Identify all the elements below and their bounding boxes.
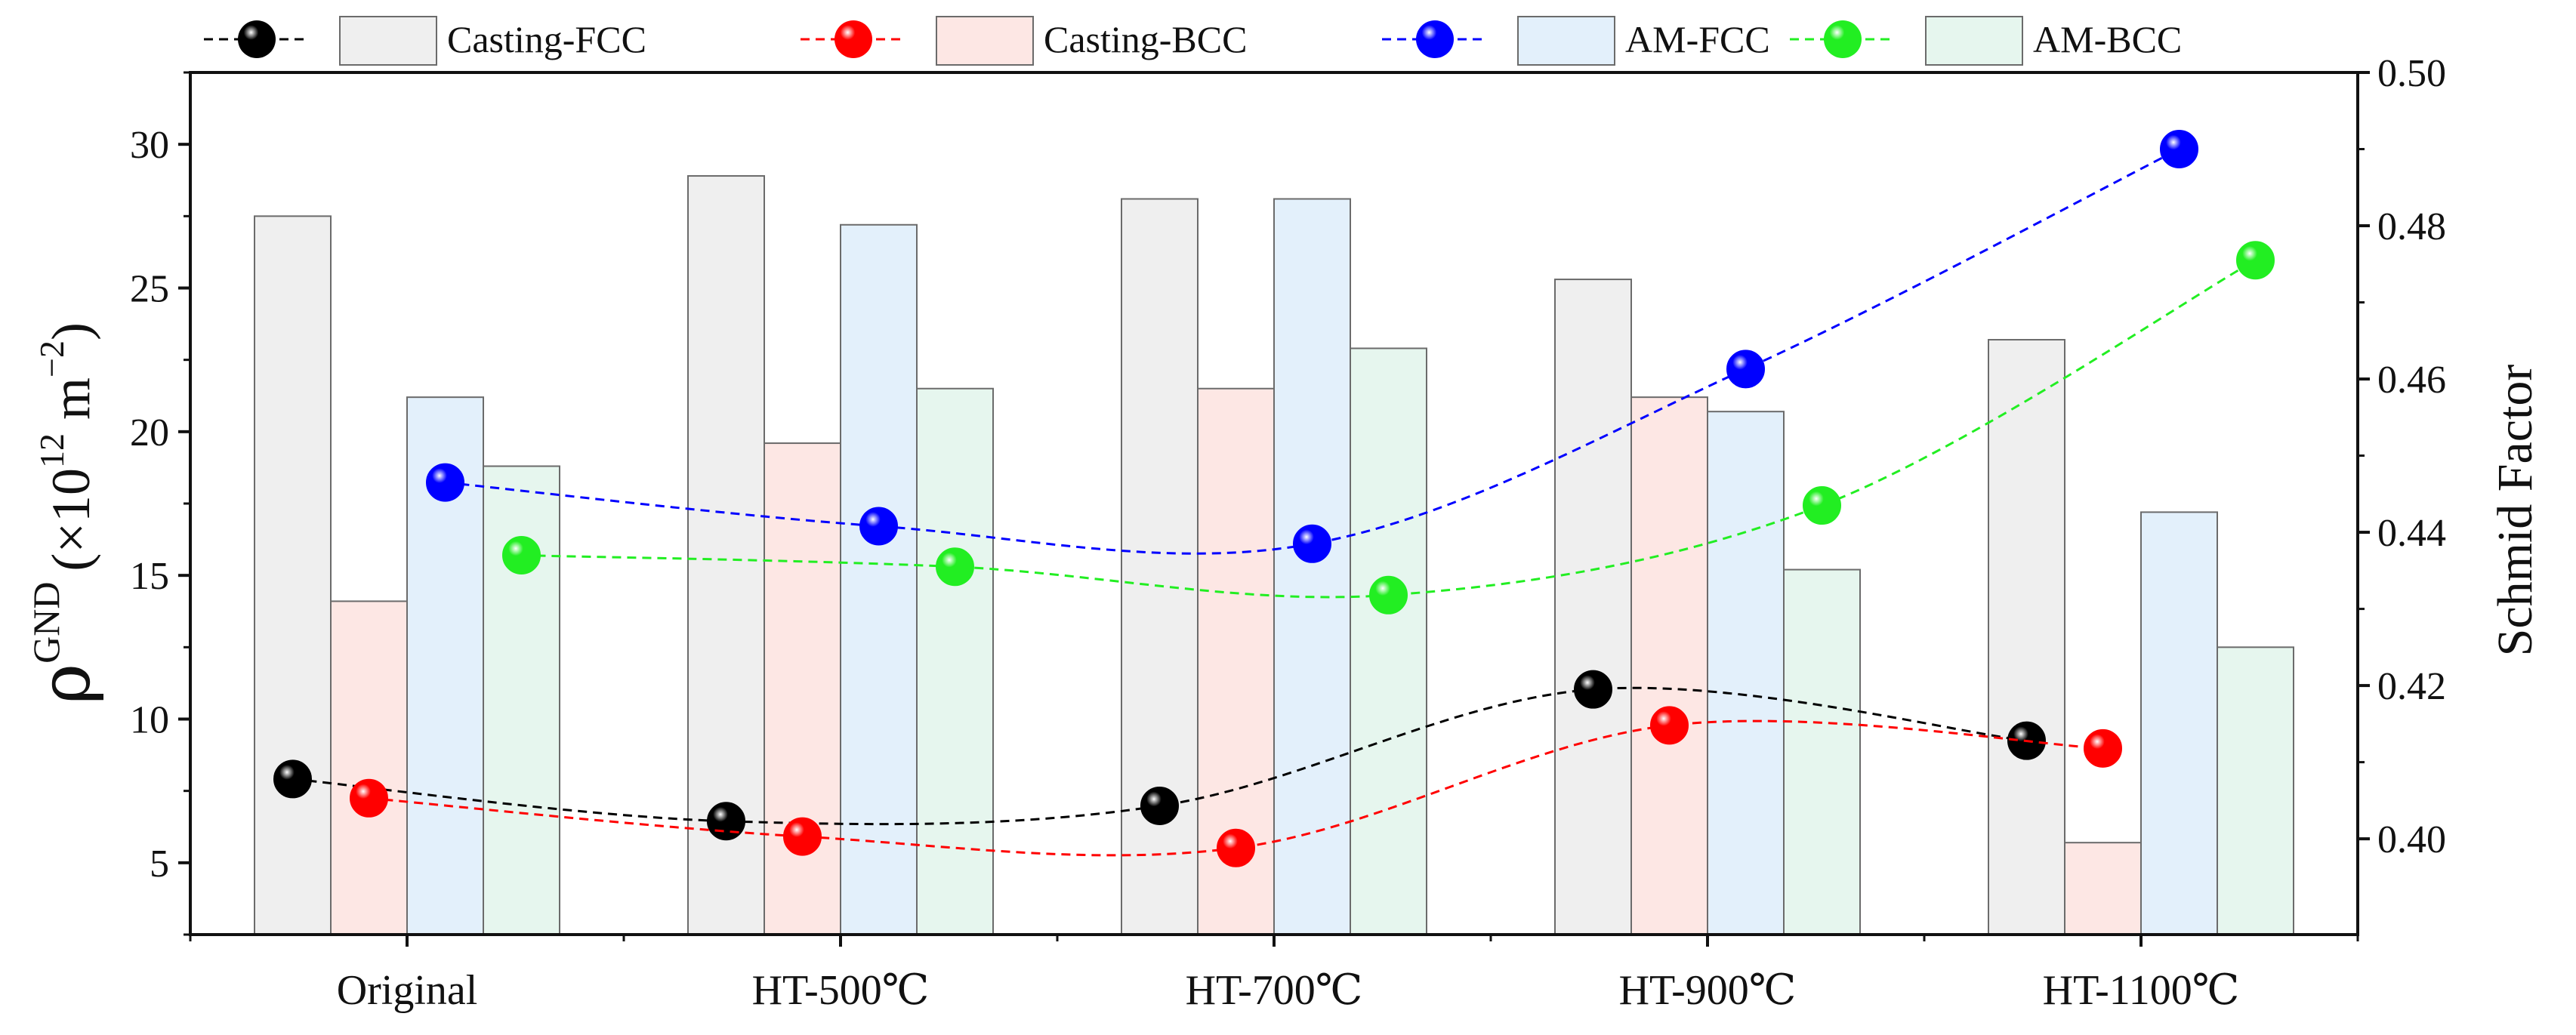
bar-am-bcc-4 [2217,646,2294,935]
bar-am-fcc-2 [1273,198,1351,935]
point-am-fcc-0 [426,463,464,502]
legend-marker [835,20,872,58]
y-axis-title-unit-m: m [41,377,101,433]
y-axis-title-superscript: GND [25,582,67,664]
point-casting-bcc-1 [783,817,822,856]
legend-marker [1416,20,1454,58]
bar-casting-bcc-1 [764,442,841,935]
line-layer [273,130,2275,867]
x-tick-label: HT-700℃ [1186,967,1363,1014]
bar-casting-bcc-3 [1630,396,1708,935]
point-casting-fcc-2 [1140,786,1179,825]
series-line-casting-fcc [292,686,2027,826]
y-axis-title-exp2: −2 [32,340,71,377]
y-tick-label: 15 [130,555,169,598]
point-am-bcc-1 [936,547,974,587]
point-am-bcc-2 [1369,575,1408,615]
legend-label: Casting-FCC [447,18,646,60]
point-am-bcc-3 [1803,486,1841,525]
y-axis-title: ρGND (×1012 m−2) [25,322,106,704]
x-tick-label: HT-500℃ [752,967,930,1014]
point-am-fcc-3 [1726,350,1765,389]
legend: Casting-FCC Casting-BCC AM-FCC AM-BCC [204,16,2182,66]
legend-bar-swatch [936,16,1034,66]
bar-am-fcc-3 [1707,411,1785,935]
bar-am-bcc-1 [916,387,994,935]
point-casting-fcc-0 [273,759,312,799]
legend-label: AM-FCC [1625,18,1770,60]
axes: 5 10 15 20 25 30 0.40 0.42 0.44 0.46 0.48 0.50 Origi… [130,52,2446,1014]
x-tick-label: Original [337,967,478,1014]
point-am-fcc-1 [859,507,898,546]
legend-bar-swatch [1517,16,1615,66]
x-tick-label: HT-900℃ [1619,967,1797,1014]
y-axis-title-exp: 12 [32,433,71,468]
legend-label: Casting-BCC [1044,18,1247,60]
bar-casting-fcc-3 [1554,279,1632,935]
point-am-bcc-0 [502,536,541,575]
bar-casting-bcc-4 [2064,842,2142,935]
bar-layer [254,175,2294,936]
legend-bar-swatch [339,16,437,66]
y-tick-label: 10 [130,699,169,742]
y-tick-label: 20 [130,411,169,454]
bar-am-fcc-4 [2140,511,2218,935]
legend-bar-swatch [1925,16,2023,66]
bar-am-bcc-3 [1783,568,1861,935]
legend-marker [238,20,276,58]
x-tick-label: HT-1100℃ [2043,967,2240,1014]
bar-am-bcc-2 [1350,347,1427,935]
legend-label: AM-BCC [2033,18,2182,60]
series-line-am-fcc [445,148,2180,555]
y-tick-label: 25 [130,268,169,311]
bar-casting-fcc-0 [254,215,332,936]
y2-tick-label: 0.46 [2377,359,2446,402]
point-am-fcc-2 [1293,524,1331,563]
y-axis-title-symbol: ρ [25,664,106,704]
point-casting-fcc-1 [707,802,745,841]
point-casting-bcc-4 [2084,729,2122,768]
y-axis-title-unit: (×10 [41,468,101,571]
bar-casting-fcc-2 [1121,198,1199,935]
bar-casting-fcc-4 [1988,339,2065,935]
y2-tick-label: 0.44 [2377,512,2446,555]
point-am-bcc-4 [2236,241,2275,280]
y-tick-label: 5 [150,842,169,886]
point-casting-bcc-0 [350,778,388,818]
point-am-fcc-4 [2160,130,2198,169]
y2-tick-label: 0.50 [2377,52,2446,95]
y2-tick-label: 0.40 [2377,818,2446,861]
y2-tick-label: 0.42 [2377,665,2446,708]
y2-tick-label: 0.48 [2377,205,2446,248]
point-casting-bcc-3 [1650,706,1689,745]
y2-axis-title: Schmid Factor [2488,365,2543,657]
legend-marker [1824,20,1862,58]
y-tick-label: 30 [130,124,169,167]
bar-am-fcc-1 [840,223,918,935]
point-casting-bcc-2 [1217,828,1255,867]
bar-casting-bcc-0 [330,600,408,936]
point-casting-fcc-3 [1574,670,1612,709]
y-axis-title-close: ) [41,322,101,340]
